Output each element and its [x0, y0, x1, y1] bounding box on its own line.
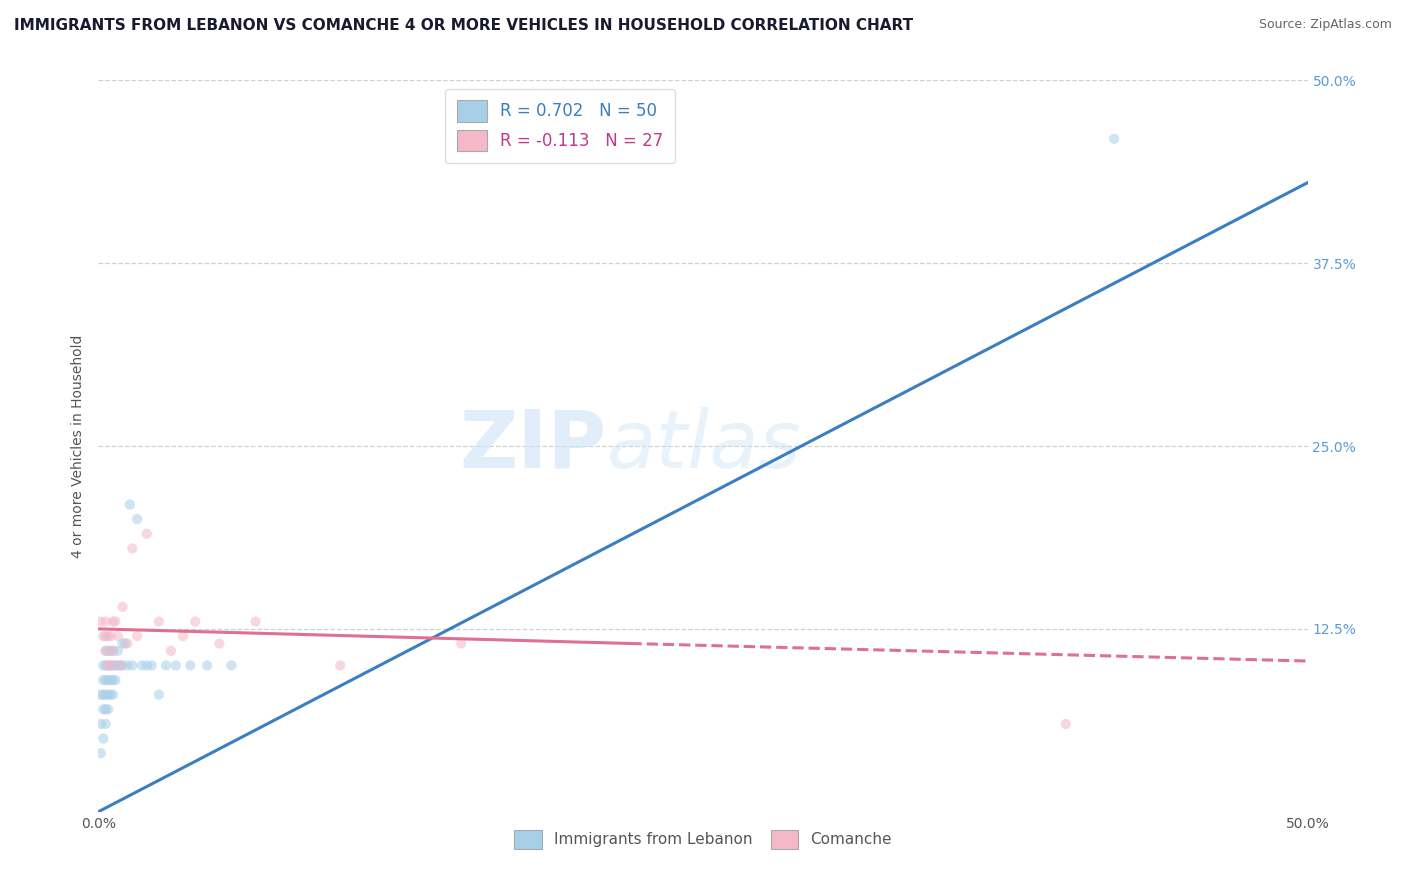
Point	[221, 658, 243, 673]
Point	[94, 629, 117, 643]
Point	[100, 658, 122, 673]
Point	[100, 688, 122, 702]
Point	[117, 658, 139, 673]
Point	[148, 688, 170, 702]
Point	[97, 702, 120, 716]
Point	[97, 673, 120, 687]
Point	[111, 636, 134, 650]
Point	[94, 658, 117, 673]
Point	[1102, 132, 1125, 146]
Legend: Immigrants from Lebanon, Comanche: Immigrants from Lebanon, Comanche	[508, 823, 898, 855]
Point	[108, 658, 131, 673]
Point	[245, 615, 267, 629]
Text: ZIP: ZIP	[458, 407, 606, 485]
Point	[90, 717, 112, 731]
Point	[135, 658, 157, 673]
Point	[155, 658, 177, 673]
Point	[108, 658, 131, 673]
Point	[165, 658, 187, 673]
Point	[100, 658, 122, 673]
Point	[97, 658, 120, 673]
Point	[97, 688, 120, 702]
Point	[107, 658, 129, 673]
Point	[208, 636, 231, 650]
Point	[195, 658, 218, 673]
Point	[101, 658, 124, 673]
Point	[97, 644, 120, 658]
Point	[97, 658, 120, 673]
Point	[117, 636, 139, 650]
Point	[118, 498, 141, 512]
Point	[127, 512, 149, 526]
Point	[121, 658, 143, 673]
Point	[1054, 717, 1077, 731]
Point	[91, 629, 114, 643]
Point	[141, 658, 163, 673]
Point	[104, 673, 127, 687]
Point	[91, 658, 114, 673]
Point	[94, 673, 117, 687]
Text: Source: ZipAtlas.com: Source: ZipAtlas.com	[1258, 18, 1392, 31]
Point	[104, 615, 127, 629]
Point	[135, 526, 157, 541]
Point	[90, 688, 112, 702]
Text: IMMIGRANTS FROM LEBANON VS COMANCHE 4 OR MORE VEHICLES IN HOUSEHOLD CORRELATION : IMMIGRANTS FROM LEBANON VS COMANCHE 4 OR…	[14, 18, 912, 33]
Point	[94, 615, 117, 629]
Point	[94, 688, 117, 702]
Point	[101, 673, 124, 687]
Point	[101, 644, 124, 658]
Point	[90, 615, 112, 629]
Point	[104, 658, 127, 673]
Point	[450, 636, 472, 650]
Point	[94, 644, 117, 658]
Point	[127, 629, 149, 643]
Point	[101, 688, 124, 702]
Point	[121, 541, 143, 556]
Point	[329, 658, 352, 673]
Point	[97, 629, 120, 643]
Point	[91, 688, 114, 702]
Point	[148, 615, 170, 629]
Point	[184, 615, 207, 629]
Point	[100, 629, 122, 643]
Text: atlas: atlas	[606, 407, 801, 485]
Point	[91, 731, 114, 746]
Point	[100, 644, 122, 658]
Point	[111, 599, 134, 614]
Point	[107, 629, 129, 643]
Point	[101, 615, 124, 629]
Point	[91, 702, 114, 716]
Point	[94, 717, 117, 731]
Point	[94, 644, 117, 658]
Point	[91, 673, 114, 687]
Point	[101, 644, 124, 658]
Point	[94, 702, 117, 716]
Y-axis label: 4 or more Vehicles in Household: 4 or more Vehicles in Household	[72, 334, 86, 558]
Point	[160, 644, 183, 658]
Point	[100, 673, 122, 687]
Point	[111, 658, 134, 673]
Point	[90, 746, 112, 760]
Point	[179, 658, 201, 673]
Point	[172, 629, 194, 643]
Point	[131, 658, 153, 673]
Point	[107, 644, 129, 658]
Point	[114, 636, 136, 650]
